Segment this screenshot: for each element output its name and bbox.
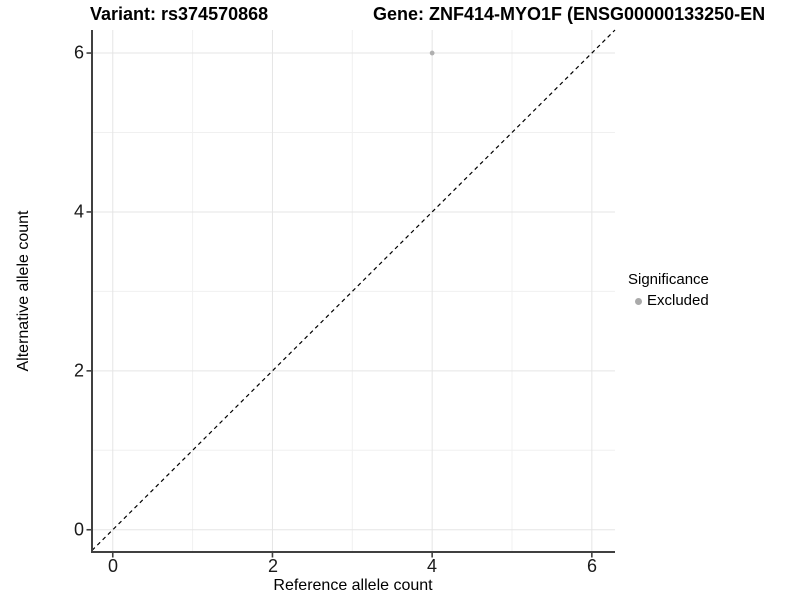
x-tick-label-4: 4 — [426, 556, 438, 576]
data-points — [429, 50, 435, 56]
identity-dashed-line — [91, 29, 616, 551]
grid-major-lines — [92, 30, 615, 552]
gene-title: Gene: ZNF414-MYO1F (ENSG00000133250-EN — [373, 4, 766, 24]
legend-key-excluded-dot — [635, 298, 642, 305]
grid-minor-lines — [92, 30, 615, 552]
legend-title: Significance — [628, 271, 709, 288]
scatter-point — [429, 50, 435, 56]
x-tick-label-2: 2 — [267, 556, 279, 576]
axis-tick-marks — [86, 52, 593, 558]
y-tick-label-4: 4 — [73, 201, 84, 222]
legend-item-excluded: Excluded — [647, 292, 709, 309]
axis-lines — [91, 30, 615, 553]
variant-title: Variant: rs374570868 — [90, 4, 269, 24]
y-tick-label-6: 6 — [73, 42, 84, 63]
x-tick-label-0: 0 — [107, 556, 119, 576]
y-axis-title: Alternative allele count — [15, 210, 32, 372]
y-tick-label-2: 2 — [73, 360, 84, 381]
x-tick-label-6: 6 — [586, 556, 598, 576]
y-tick-label-0: 0 — [73, 519, 84, 540]
x-axis-title: Reference allele count — [273, 577, 433, 594]
